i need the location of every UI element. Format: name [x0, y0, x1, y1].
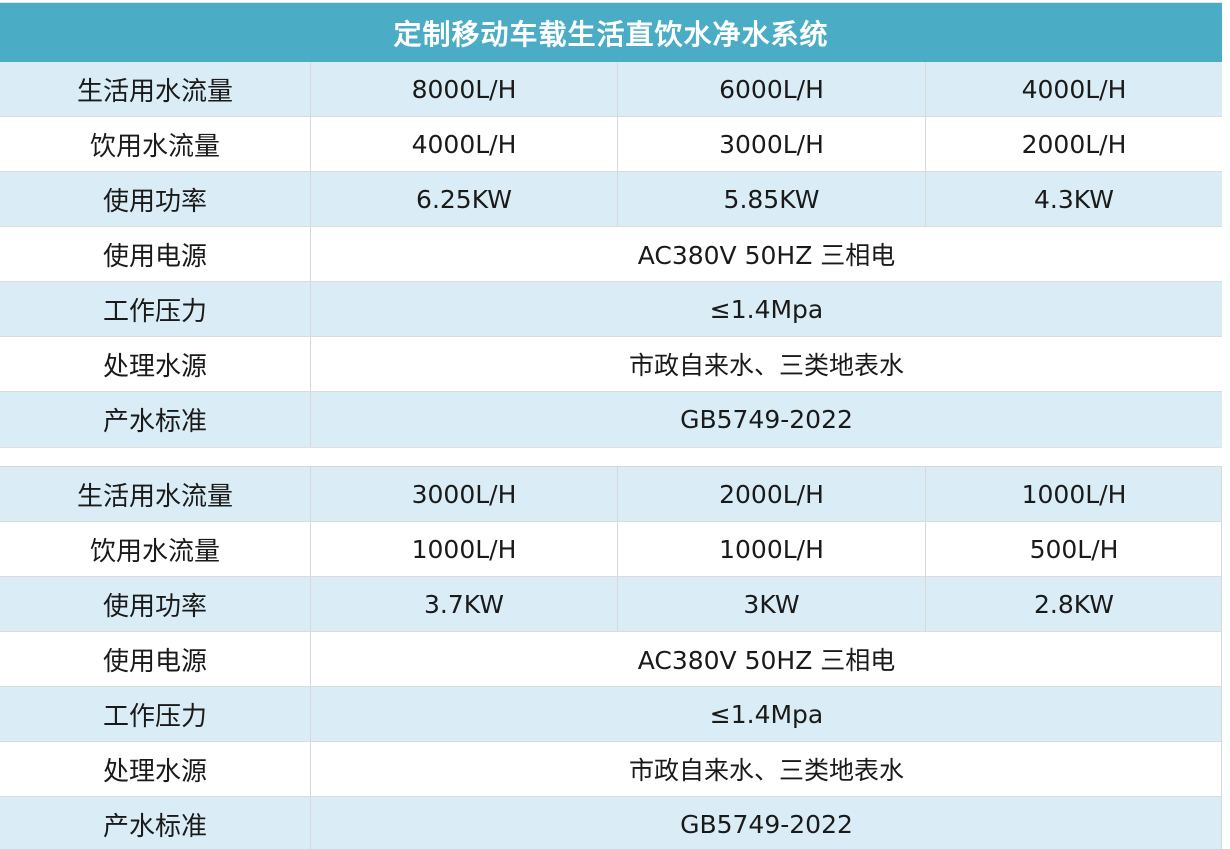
spec-value: 2.8KW [925, 577, 1222, 631]
table-row-power-supply: 使用电源 AC380V 50HZ 三相电 [0, 632, 1221, 687]
table-row-water-source: 处理水源 市政自来水、三类地表水 [0, 742, 1221, 797]
row-label: 饮用水流量 [89, 131, 220, 162]
row-label: 产水标准 [102, 812, 207, 842]
table-row-output-standard: 产水标准 GB5749-2022 [0, 797, 1221, 849]
table-row-working-pressure: 工作压力 ≤1.4Mpa [0, 687, 1221, 742]
row-label: 使用功率 [102, 186, 207, 217]
table-row-domestic-flow: 生活用水流量 3000L/H 2000L/H 1000L/H [0, 467, 1221, 522]
spec-value: 6000L/H [617, 62, 925, 116]
spec-value: 1000L/H [617, 522, 925, 576]
row-label: 使用电源 [102, 646, 207, 677]
row-label: 生活用水流量 [76, 481, 233, 512]
page-title: 定制移动车载生活直饮水净水系统 [0, 2, 1222, 62]
table-row-power: 使用功率 6.25KW 5.85KW 4.3KW [0, 172, 1222, 227]
table-row-domestic-flow: 生活用水流量 8000L/H 6000L/H 4000L/H [0, 62, 1222, 117]
spec-value: 4000L/H [925, 62, 1222, 116]
spec-value-merged: AC380V 50HZ 三相电 [310, 227, 1222, 281]
row-label: 饮用水流量 [89, 536, 220, 567]
spec-value: 5.85KW [617, 172, 925, 226]
row-label: 产水标准 [102, 407, 207, 437]
spec-value: 1000L/H [310, 522, 617, 576]
row-label: 处理水源 [102, 351, 207, 382]
spec-value-merged: ≤1.4Mpa [310, 687, 1222, 741]
spec-value-merged: GB5749-2022 [310, 797, 1222, 849]
row-label: 生活用水流量 [76, 76, 233, 107]
spec-value: 8000L/H [310, 62, 617, 116]
spec-value: 2000L/H [925, 117, 1222, 171]
row-label: 工作压力 [102, 296, 207, 327]
spec-table-2: 生活用水流量 3000L/H 2000L/H 1000L/H 饮用水流量 100… [0, 466, 1222, 849]
table-row-working-pressure: 工作压力 ≤1.4Mpa [0, 282, 1222, 337]
table-row-drinking-flow: 饮用水流量 1000L/H 1000L/H 500L/H [0, 522, 1221, 577]
table-row-output-standard: 产水标准 GB5749-2022 [0, 392, 1222, 447]
table-row-drinking-flow: 饮用水流量 4000L/H 3000L/H 2000L/H [0, 117, 1222, 172]
table-row-power: 使用功率 3.7KW 3KW 2.8KW [0, 577, 1221, 632]
spec-value: 6.25KW [310, 172, 617, 226]
spec-value: 3000L/H [617, 117, 925, 171]
spec-value: 3.7KW [310, 577, 617, 631]
spec-value-merged: 市政自来水、三类地表水 [310, 337, 1222, 391]
row-label: 使用功率 [102, 591, 207, 622]
spec-value-merged: ≤1.4Mpa [310, 282, 1222, 336]
spec-value: 1000L/H [925, 467, 1222, 521]
spec-value: 3000L/H [310, 467, 617, 521]
spec-value: 2000L/H [617, 467, 925, 521]
spec-value: 4000L/H [310, 117, 617, 171]
spec-value: 500L/H [925, 522, 1222, 576]
row-label: 使用电源 [102, 241, 207, 272]
spec-table-1: 生活用水流量 8000L/H 6000L/H 4000L/H 饮用水流量 400… [0, 62, 1222, 448]
spec-value-merged: AC380V 50HZ 三相电 [310, 632, 1222, 686]
row-label: 处理水源 [102, 756, 207, 787]
spec-value: 3KW [617, 577, 925, 631]
spec-value-merged: GB5749-2022 [310, 392, 1222, 447]
spec-value: 4.3KW [925, 172, 1222, 226]
spec-value-merged: 市政自来水、三类地表水 [310, 742, 1222, 796]
row-label: 工作压力 [102, 701, 207, 732]
table-row-power-supply: 使用电源 AC380V 50HZ 三相电 [0, 227, 1222, 282]
table-row-water-source: 处理水源 市政自来水、三类地表水 [0, 337, 1222, 392]
